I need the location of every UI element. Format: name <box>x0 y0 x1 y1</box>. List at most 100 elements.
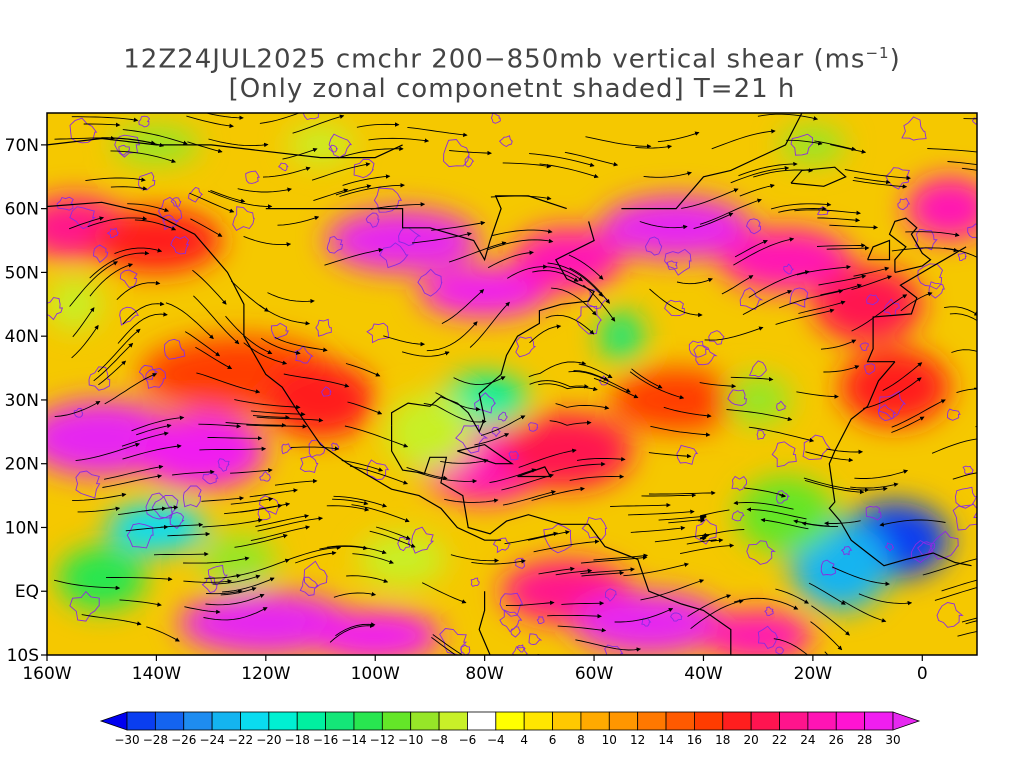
streamline <box>845 486 888 492</box>
shear-contour <box>878 404 897 421</box>
streamline <box>927 148 977 153</box>
colorbar-swatch <box>438 711 468 731</box>
shear-shading-region <box>419 266 551 318</box>
shear-contour <box>69 117 98 144</box>
streamline <box>274 336 328 352</box>
colorbar-label: 26 <box>829 733 844 747</box>
colorbar-swatch <box>467 711 497 731</box>
streamline <box>808 582 846 605</box>
streamline <box>234 534 288 548</box>
streamline <box>957 630 977 637</box>
streamline <box>952 472 977 480</box>
streamline <box>202 518 263 528</box>
streamline <box>690 599 744 630</box>
shear-contour <box>536 616 545 624</box>
streamline <box>262 166 311 178</box>
colorbar-swatch <box>211 711 241 731</box>
y-tick-label: 60N <box>5 200 39 220</box>
shear-contour <box>575 305 603 335</box>
streamline <box>72 307 95 338</box>
shear-contour <box>929 530 959 560</box>
shear-contour <box>302 113 319 121</box>
coastline <box>265 195 567 262</box>
shear-contour <box>866 294 880 306</box>
streamline <box>944 306 977 316</box>
streamline <box>423 402 487 424</box>
streamline <box>551 461 606 473</box>
streamline <box>432 634 464 655</box>
streamline <box>842 600 887 623</box>
streamline <box>295 550 337 564</box>
streamline <box>934 587 977 601</box>
streamline <box>555 403 610 410</box>
colorbar-label: 4 <box>520 733 528 747</box>
shear-contour <box>776 400 787 411</box>
shear-contour <box>411 526 435 554</box>
streamline <box>406 466 448 481</box>
streamline <box>561 601 605 606</box>
colorbar-label: −12 <box>370 733 395 747</box>
streamline <box>172 469 215 476</box>
colorbar-label: 30 <box>885 733 900 747</box>
coastline <box>621 113 803 210</box>
streamline <box>435 392 481 412</box>
streamline <box>922 556 977 576</box>
streamline <box>193 295 240 345</box>
streamline <box>748 426 815 443</box>
streamline <box>274 478 318 486</box>
colorbar-label: −16 <box>313 733 338 747</box>
shear-contour <box>281 443 293 455</box>
streamline <box>119 599 162 607</box>
shear-shading-region <box>501 412 633 490</box>
streamline <box>654 532 709 543</box>
colorbar-label: −18 <box>285 733 310 747</box>
shear-contour <box>170 235 190 255</box>
shear-contour <box>688 340 710 358</box>
shear-contour <box>328 144 338 153</box>
streamline <box>974 387 977 389</box>
shear-contour <box>917 263 944 290</box>
shear-contour <box>417 268 443 297</box>
colorbar-swatch <box>296 711 326 731</box>
streamline <box>349 465 409 485</box>
streamline <box>730 376 774 382</box>
streamline <box>260 337 301 355</box>
shear-contour <box>182 485 202 508</box>
streamline <box>569 474 625 481</box>
streamline <box>770 202 832 210</box>
streamline <box>824 520 861 526</box>
shear-contour <box>106 227 120 239</box>
streamline <box>686 538 724 545</box>
streamline <box>635 144 673 149</box>
shear-contour <box>840 546 853 556</box>
streamline <box>351 504 410 523</box>
streamline <box>201 496 245 502</box>
streamline <box>575 639 642 652</box>
streamline <box>643 171 692 178</box>
shear-contour <box>439 628 468 655</box>
streamline <box>453 376 506 386</box>
streamline <box>54 401 101 418</box>
shear-shading-region <box>599 310 644 362</box>
streamline <box>474 433 510 446</box>
streamline <box>581 570 625 577</box>
streamline <box>81 614 142 626</box>
coastline <box>391 221 595 434</box>
shear-contour <box>47 297 64 321</box>
shear-shading-region <box>309 610 441 655</box>
colorbar-swatch <box>410 711 440 731</box>
shear-contour <box>917 541 935 556</box>
streamline <box>738 161 798 177</box>
streamline <box>529 153 595 167</box>
shear-contour <box>202 472 219 485</box>
streamline <box>283 373 350 388</box>
streamline <box>68 216 105 230</box>
shear-contour <box>771 441 797 468</box>
shear-contour <box>217 458 230 472</box>
streamline <box>167 531 211 537</box>
streamline <box>931 438 977 454</box>
shear-contour <box>884 542 895 552</box>
streamline <box>121 431 169 447</box>
shear-contour <box>492 537 511 554</box>
